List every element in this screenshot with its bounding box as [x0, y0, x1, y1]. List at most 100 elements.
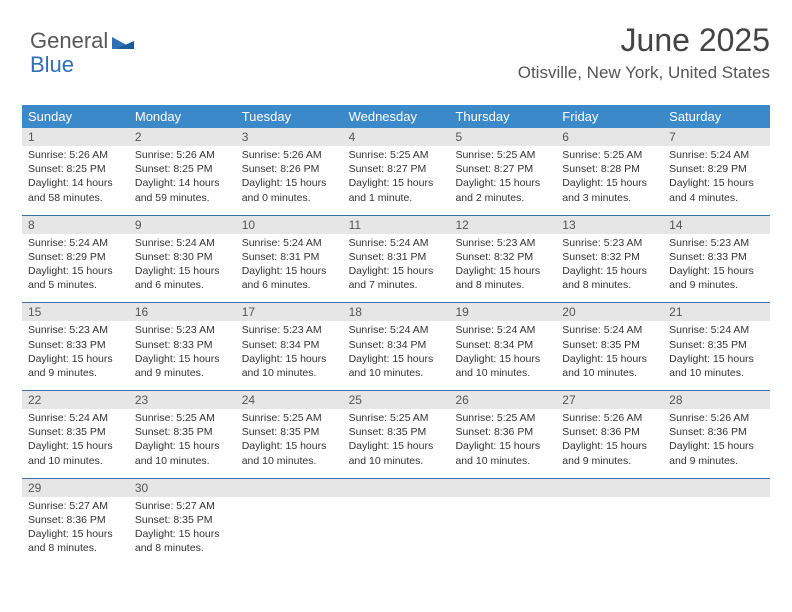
day-cell: 15Sunrise: 5:23 AMSunset: 8:33 PMDayligh…: [22, 303, 129, 384]
day-number: 23: [129, 391, 236, 409]
day-cell: 24Sunrise: 5:25 AMSunset: 8:35 PMDayligh…: [236, 391, 343, 472]
day-body: Sunrise: 5:24 AMSunset: 8:35 PMDaylight:…: [663, 321, 770, 384]
weekday-header: Friday: [556, 105, 663, 128]
day-body: Sunrise: 5:23 AMSunset: 8:34 PMDaylight:…: [236, 321, 343, 384]
weekday-header: Saturday: [663, 105, 770, 128]
day-body: Sunrise: 5:23 AMSunset: 8:33 PMDaylight:…: [22, 321, 129, 384]
day-cell: 16Sunrise: 5:23 AMSunset: 8:33 PMDayligh…: [129, 303, 236, 384]
day-cell: 11Sunrise: 5:24 AMSunset: 8:31 PMDayligh…: [343, 216, 450, 297]
day-number: 2: [129, 128, 236, 146]
day-number: 26: [449, 391, 556, 409]
day-body: Sunrise: 5:23 AMSunset: 8:32 PMDaylight:…: [556, 234, 663, 297]
day-body: Sunrise: 5:25 AMSunset: 8:35 PMDaylight:…: [129, 409, 236, 472]
day-number: [556, 479, 663, 497]
day-body: Sunrise: 5:26 AMSunset: 8:36 PMDaylight:…: [556, 409, 663, 472]
day-number: 5: [449, 128, 556, 146]
day-cell: 18Sunrise: 5:24 AMSunset: 8:34 PMDayligh…: [343, 303, 450, 384]
day-body: Sunrise: 5:23 AMSunset: 8:33 PMDaylight:…: [129, 321, 236, 384]
weekday-header: Thursday: [449, 105, 556, 128]
day-number: 16: [129, 303, 236, 321]
day-cell: 8Sunrise: 5:24 AMSunset: 8:29 PMDaylight…: [22, 216, 129, 297]
day-body: [236, 497, 343, 503]
week-row: 1Sunrise: 5:26 AMSunset: 8:25 PMDaylight…: [22, 128, 770, 209]
day-body: Sunrise: 5:24 AMSunset: 8:35 PMDaylight:…: [22, 409, 129, 472]
day-number: [236, 479, 343, 497]
day-cell: 14Sunrise: 5:23 AMSunset: 8:33 PMDayligh…: [663, 216, 770, 297]
day-body: Sunrise: 5:26 AMSunset: 8:36 PMDaylight:…: [663, 409, 770, 472]
day-cell: 7Sunrise: 5:24 AMSunset: 8:29 PMDaylight…: [663, 128, 770, 209]
logo: General Blue: [30, 28, 134, 78]
day-body: Sunrise: 5:27 AMSunset: 8:35 PMDaylight:…: [129, 497, 236, 560]
day-cell: 25Sunrise: 5:25 AMSunset: 8:35 PMDayligh…: [343, 391, 450, 472]
day-number: 21: [663, 303, 770, 321]
day-cell: 2Sunrise: 5:26 AMSunset: 8:25 PMDaylight…: [129, 128, 236, 209]
day-number: [663, 479, 770, 497]
day-number: 3: [236, 128, 343, 146]
day-cell: [556, 479, 663, 560]
day-cell: 28Sunrise: 5:26 AMSunset: 8:36 PMDayligh…: [663, 391, 770, 472]
day-body: Sunrise: 5:24 AMSunset: 8:29 PMDaylight:…: [663, 146, 770, 209]
day-cell: 12Sunrise: 5:23 AMSunset: 8:32 PMDayligh…: [449, 216, 556, 297]
day-number: 15: [22, 303, 129, 321]
day-number: 6: [556, 128, 663, 146]
day-cell: 6Sunrise: 5:25 AMSunset: 8:28 PMDaylight…: [556, 128, 663, 209]
day-number: 4: [343, 128, 450, 146]
day-number: 8: [22, 216, 129, 234]
week-row: 22Sunrise: 5:24 AMSunset: 8:35 PMDayligh…: [22, 390, 770, 472]
day-number: 1: [22, 128, 129, 146]
weekday-header: Sunday: [22, 105, 129, 128]
day-cell: 22Sunrise: 5:24 AMSunset: 8:35 PMDayligh…: [22, 391, 129, 472]
day-cell: 17Sunrise: 5:23 AMSunset: 8:34 PMDayligh…: [236, 303, 343, 384]
day-body: Sunrise: 5:24 AMSunset: 8:34 PMDaylight:…: [343, 321, 450, 384]
day-number: [449, 479, 556, 497]
day-body: [343, 497, 450, 503]
day-body: Sunrise: 5:25 AMSunset: 8:27 PMDaylight:…: [343, 146, 450, 209]
logo-text-general: General: [30, 28, 108, 54]
day-cell: 30Sunrise: 5:27 AMSunset: 8:35 PMDayligh…: [129, 479, 236, 560]
weekday-header: Monday: [129, 105, 236, 128]
day-body: Sunrise: 5:24 AMSunset: 8:31 PMDaylight:…: [343, 234, 450, 297]
day-number: 25: [343, 391, 450, 409]
day-number: 18: [343, 303, 450, 321]
day-number: 30: [129, 479, 236, 497]
day-body: Sunrise: 5:25 AMSunset: 8:27 PMDaylight:…: [449, 146, 556, 209]
day-body: Sunrise: 5:25 AMSunset: 8:35 PMDaylight:…: [343, 409, 450, 472]
day-cell: 27Sunrise: 5:26 AMSunset: 8:36 PMDayligh…: [556, 391, 663, 472]
day-number: 20: [556, 303, 663, 321]
day-number: 7: [663, 128, 770, 146]
day-body: Sunrise: 5:25 AMSunset: 8:36 PMDaylight:…: [449, 409, 556, 472]
day-body: Sunrise: 5:24 AMSunset: 8:30 PMDaylight:…: [129, 234, 236, 297]
day-cell: [343, 479, 450, 560]
day-number: 28: [663, 391, 770, 409]
logo-text-blue: Blue: [30, 52, 134, 78]
day-body: Sunrise: 5:25 AMSunset: 8:28 PMDaylight:…: [556, 146, 663, 209]
day-cell: 26Sunrise: 5:25 AMSunset: 8:36 PMDayligh…: [449, 391, 556, 472]
page-title: June 2025: [518, 22, 770, 59]
day-cell: 1Sunrise: 5:26 AMSunset: 8:25 PMDaylight…: [22, 128, 129, 209]
weekday-header-row: SundayMondayTuesdayWednesdayThursdayFrid…: [22, 105, 770, 128]
day-number: [343, 479, 450, 497]
day-body: Sunrise: 5:27 AMSunset: 8:36 PMDaylight:…: [22, 497, 129, 560]
day-cell: [663, 479, 770, 560]
day-number: 27: [556, 391, 663, 409]
day-cell: 3Sunrise: 5:26 AMSunset: 8:26 PMDaylight…: [236, 128, 343, 209]
day-cell: 21Sunrise: 5:24 AMSunset: 8:35 PMDayligh…: [663, 303, 770, 384]
day-number: 9: [129, 216, 236, 234]
day-body: Sunrise: 5:24 AMSunset: 8:31 PMDaylight:…: [236, 234, 343, 297]
day-cell: 29Sunrise: 5:27 AMSunset: 8:36 PMDayligh…: [22, 479, 129, 560]
page-subtitle: Otisville, New York, United States: [518, 63, 770, 83]
day-cell: 13Sunrise: 5:23 AMSunset: 8:32 PMDayligh…: [556, 216, 663, 297]
day-cell: [449, 479, 556, 560]
day-cell: 23Sunrise: 5:25 AMSunset: 8:35 PMDayligh…: [129, 391, 236, 472]
day-number: 11: [343, 216, 450, 234]
day-body: Sunrise: 5:23 AMSunset: 8:33 PMDaylight:…: [663, 234, 770, 297]
day-number: 12: [449, 216, 556, 234]
day-cell: 4Sunrise: 5:25 AMSunset: 8:27 PMDaylight…: [343, 128, 450, 209]
day-cell: [236, 479, 343, 560]
day-body: [663, 497, 770, 503]
day-number: 13: [556, 216, 663, 234]
day-body: Sunrise: 5:26 AMSunset: 8:25 PMDaylight:…: [22, 146, 129, 209]
calendar: SundayMondayTuesdayWednesdayThursdayFrid…: [22, 105, 770, 559]
week-row: 15Sunrise: 5:23 AMSunset: 8:33 PMDayligh…: [22, 302, 770, 384]
day-body: [449, 497, 556, 503]
